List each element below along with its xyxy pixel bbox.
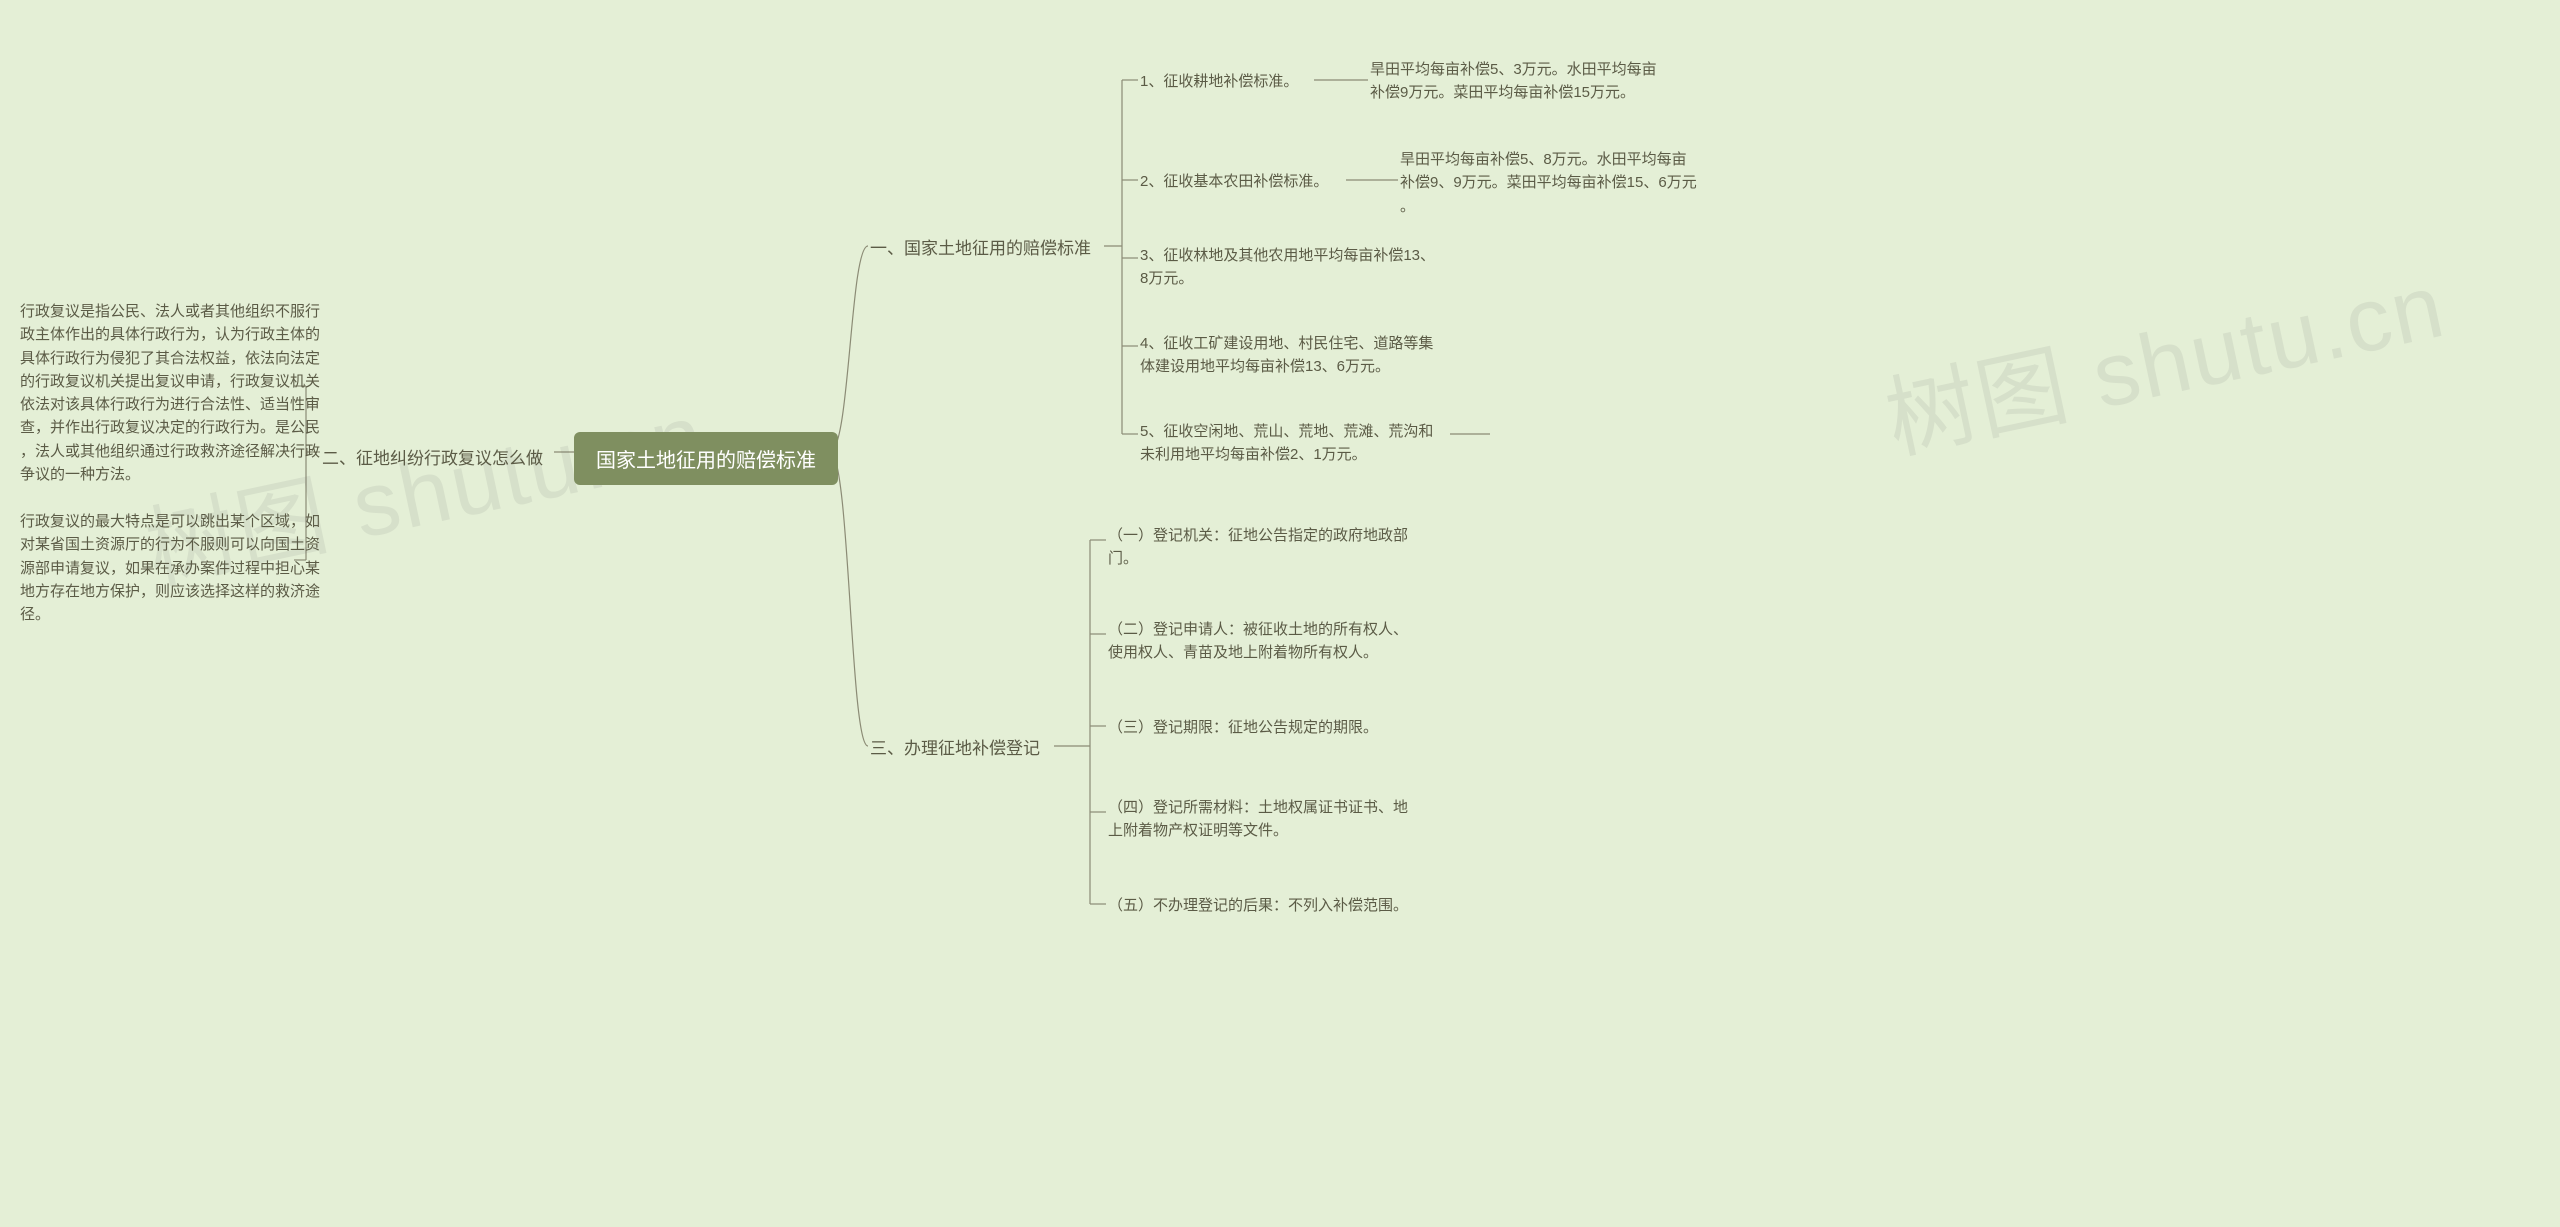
leaf-3-1[interactable]: （一）登记机关：征地公告指定的政府地政部 门。: [1108, 524, 1408, 571]
leaf-1-2-detail[interactable]: 旱田平均每亩补偿5、8万元。水田平均每亩 补偿9、9万元。菜田平均每亩补偿15、…: [1400, 148, 1697, 218]
branch-3-label[interactable]: 三、办理征地补偿登记: [870, 734, 1040, 759]
branch-2-label[interactable]: 二、征地纠纷行政复议怎么做: [322, 444, 543, 469]
leaf-3-5[interactable]: （五）不办理登记的后果：不列入补偿范围。: [1108, 894, 1408, 917]
leaf-2-1[interactable]: 行政复议是指公民、法人或者其他组织不服行 政主体作出的具体行政行为，认为行政主体…: [20, 300, 320, 486]
leaf-1-1-detail[interactable]: 旱田平均每亩补偿5、3万元。水田平均每亩 补偿9万元。菜田平均每亩补偿15万元。: [1370, 58, 1657, 105]
leaf-1-5[interactable]: 5、征收空闲地、荒山、荒地、荒滩、荒沟和 未利用地平均每亩补偿2、1万元。: [1140, 420, 1433, 467]
leaf-3-3[interactable]: （三）登记期限：征地公告规定的期限。: [1108, 716, 1378, 739]
leaf-1-3[interactable]: 3、征收林地及其他农用地平均每亩补偿13、 8万元。: [1140, 244, 1435, 291]
root-node[interactable]: 国家土地征用的赔偿标准: [574, 432, 838, 485]
leaf-3-4[interactable]: （四）登记所需材料：土地权属证书证书、地 上附着物产权证明等文件。: [1108, 796, 1408, 843]
leaf-3-2[interactable]: （二）登记申请人：被征收土地的所有权人、 使用权人、青苗及地上附着物所有权人。: [1108, 618, 1408, 665]
leaf-1-4[interactable]: 4、征收工矿建设用地、村民住宅、道路等集 体建设用地平均每亩补偿13、6万元。: [1140, 332, 1433, 379]
watermark-2: 树图 shutu.cn: [1873, 232, 2455, 477]
leaf-1-2[interactable]: 2、征收基本农田补偿标准。: [1140, 170, 1328, 193]
mindmap-canvas: 树图 shutu.cn 树图 shutu.cn 国家土地征用的赔偿标准 一、国家…: [0, 0, 2560, 1227]
leaf-1-1[interactable]: 1、征收耕地补偿标准。: [1140, 70, 1298, 93]
branch-1-label[interactable]: 一、国家土地征用的赔偿标准: [870, 234, 1091, 259]
leaf-2-2[interactable]: 行政复议的最大特点是可以跳出某个区域，如 对某省国土资源厅的行为不服则可以向国土…: [20, 510, 320, 626]
